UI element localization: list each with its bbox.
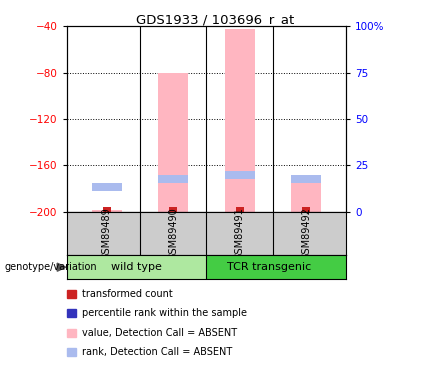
Text: GSM89492: GSM89492 — [301, 207, 311, 260]
Text: transformed count: transformed count — [82, 289, 172, 298]
Text: GSM89490: GSM89490 — [168, 207, 178, 260]
Text: value, Detection Call = ABSENT: value, Detection Call = ABSENT — [82, 328, 237, 338]
Bar — [169, 207, 177, 212]
Bar — [291, 175, 321, 212]
Bar — [302, 207, 310, 212]
Text: wild type: wild type — [111, 262, 162, 272]
Text: TCR transgenic: TCR transgenic — [227, 262, 312, 272]
Bar — [92, 183, 122, 191]
Text: genotype/variation: genotype/variation — [4, 262, 97, 272]
Text: rank, Detection Call = ABSENT: rank, Detection Call = ABSENT — [82, 347, 232, 357]
Bar — [158, 175, 188, 183]
Text: percentile rank within the sample: percentile rank within the sample — [82, 308, 247, 318]
Text: GSM89489: GSM89489 — [101, 207, 111, 260]
Bar — [225, 171, 255, 179]
Text: GDS1933 / 103696_r_at: GDS1933 / 103696_r_at — [136, 13, 294, 26]
Text: GSM89491: GSM89491 — [235, 207, 245, 260]
Bar — [158, 73, 188, 212]
Bar — [103, 207, 111, 212]
Bar — [236, 207, 244, 212]
Bar — [67, 255, 206, 279]
Bar — [225, 28, 255, 212]
Bar — [206, 255, 346, 279]
Bar — [92, 210, 122, 212]
Bar — [291, 175, 321, 183]
